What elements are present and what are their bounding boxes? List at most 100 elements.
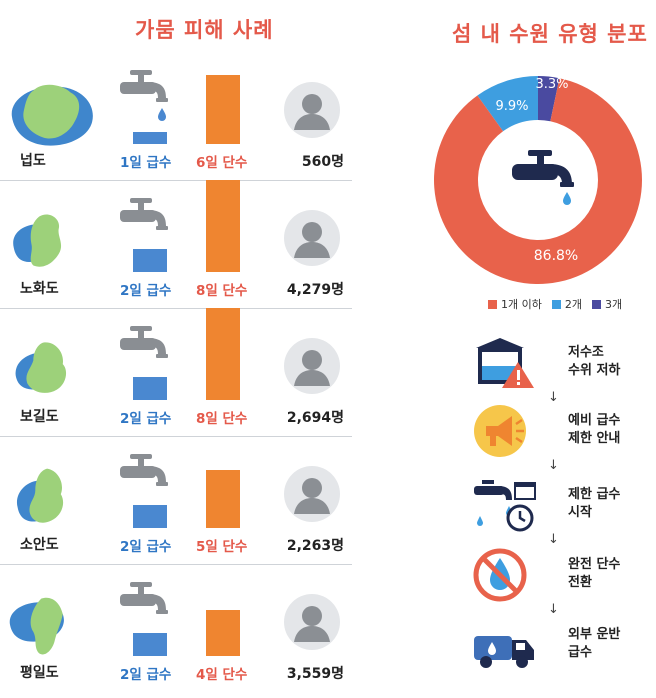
donut-value-label: 3.3% — [535, 77, 568, 92]
legend-label: 3개 — [604, 298, 623, 311]
cutoff-days-label: 4일 단수 — [196, 667, 248, 683]
faucet-icon — [120, 326, 168, 358]
step-label-line2: 제한 안내 — [568, 431, 621, 446]
island-map-icon — [9, 597, 64, 655]
step-label-line1: 완전 단수 — [568, 557, 621, 572]
donut-legend: 1개 이하 2개 3개 — [488, 296, 632, 312]
cutoff-days-bar — [206, 75, 240, 144]
affected-people-count: 2,694명 — [286, 410, 344, 426]
supply-days-label: 2일 급수 — [120, 539, 172, 555]
row-divider — [0, 564, 352, 565]
faucet-icon — [120, 582, 168, 614]
row-divider — [0, 436, 352, 437]
person-icon — [284, 338, 340, 394]
row-divider — [0, 308, 352, 309]
donut-slice-2개 — [477, 76, 538, 132]
left-title: 가뭄 피해 사례 — [135, 18, 274, 42]
step-label-line2: 시작 — [568, 505, 592, 520]
island-map-icon — [13, 214, 62, 267]
island-row: 보길도 2일 급수 8일 단수 2,694명 — [0, 308, 352, 442]
faucet-icon — [120, 70, 168, 121]
supply-days-bar — [133, 249, 167, 272]
affected-people-count: 3,559명 — [286, 666, 344, 682]
island-shape — [30, 597, 63, 655]
island-name: 평일도 — [20, 665, 59, 681]
island-shape — [30, 214, 62, 267]
island-shape — [29, 468, 64, 523]
island-row: 넙도 1일 급수 6일 단수 560명 — [0, 58, 352, 186]
step-label-line2: 수위 저하 — [568, 363, 621, 378]
island-shape — [23, 84, 80, 139]
down-arrow-icon: ↓ — [548, 458, 559, 473]
island-name: 소안도 — [20, 537, 59, 553]
person-icon — [284, 82, 340, 138]
legend-item: 2개 — [551, 298, 582, 311]
cutoff-days-label: 8일 단수 — [196, 283, 248, 299]
island-row: 소안도 2일 급수 5일 단수 2,263명 — [0, 442, 352, 570]
right-title: 섬 내 수원 유형 분포 — [452, 22, 648, 46]
person-icon — [284, 594, 340, 650]
faucet-icon — [120, 198, 168, 230]
affected-people-count: 560명 — [301, 154, 344, 170]
island-row: 노화도 2일 급수 8일 단수 4,279명 — [0, 180, 352, 314]
cutoff-days-bar — [206, 470, 240, 528]
down-arrow-icon: ↓ — [548, 602, 559, 617]
supply-days-label: 1일 급수 — [120, 155, 172, 171]
water-drop-icon — [158, 108, 166, 121]
faucet-icon — [120, 454, 168, 486]
legend-item: 1개 이하 — [488, 298, 542, 311]
legend-swatch — [551, 300, 561, 309]
cutoff-days-label: 5일 단수 — [196, 539, 248, 555]
affected-people-count: 4,279명 — [286, 282, 344, 298]
cutoff-days-label: 8일 단수 — [196, 411, 248, 427]
supply-days-label: 2일 급수 — [120, 667, 172, 683]
down-arrow-icon: ↓ — [548, 532, 559, 547]
step-label-line1: 외부 운반 — [568, 627, 621, 642]
island-shape — [26, 342, 67, 393]
island-name: 넙도 — [20, 153, 46, 169]
legend-item: 3개 — [591, 298, 623, 311]
supply-days-bar — [133, 633, 167, 656]
cutoff-days-bar — [206, 308, 240, 400]
supply-days-label: 2일 급수 — [120, 283, 172, 299]
step-label-line1: 저수조 — [568, 345, 604, 360]
faucet-clock-icon — [474, 480, 536, 532]
megaphone-icon — [474, 405, 526, 457]
supply-days-bar — [133, 132, 167, 144]
step-label-line1: 제한 급수 — [568, 487, 621, 502]
cutoff-days-bar — [206, 610, 240, 656]
affected-people-count: 2,263명 — [286, 538, 344, 554]
legend-label: 1개 이하 — [501, 298, 542, 311]
legend-label: 2개 — [564, 298, 582, 311]
legend-swatch — [591, 300, 601, 309]
donut-value-label: 86.8% — [534, 248, 578, 264]
donut-value-label: 9.9% — [495, 99, 528, 114]
supply-days-bar — [133, 377, 167, 400]
cutoff-days-bar — [206, 180, 240, 272]
faucet-icon — [512, 150, 574, 205]
down-arrow-icon: ↓ — [548, 390, 559, 405]
water-source-donut-chart: 86.8% 9.9% 3.3% — [434, 76, 642, 284]
supply-days-bar — [133, 505, 167, 528]
step-label-line2: 전환 — [568, 575, 592, 590]
no-water-icon — [473, 548, 527, 602]
step-label-line2: 급수 — [568, 645, 592, 660]
water-drop-icon — [563, 192, 571, 205]
person-icon — [284, 210, 340, 266]
water-truck-icon — [474, 636, 534, 668]
step-label-line1: 예비 급수 — [568, 413, 621, 428]
row-divider — [0, 180, 352, 181]
donut-slice-3개 — [538, 76, 560, 122]
island-map-icon — [16, 468, 64, 523]
reservoir-warning-icon — [476, 338, 534, 388]
person-icon — [284, 466, 340, 522]
cutoff-days-label: 6일 단수 — [196, 155, 248, 171]
island-name: 보길도 — [20, 409, 59, 425]
island-map-icon — [11, 84, 93, 146]
island-row: 평일도 2일 급수 4일 단수 3,559명 — [0, 570, 352, 698]
